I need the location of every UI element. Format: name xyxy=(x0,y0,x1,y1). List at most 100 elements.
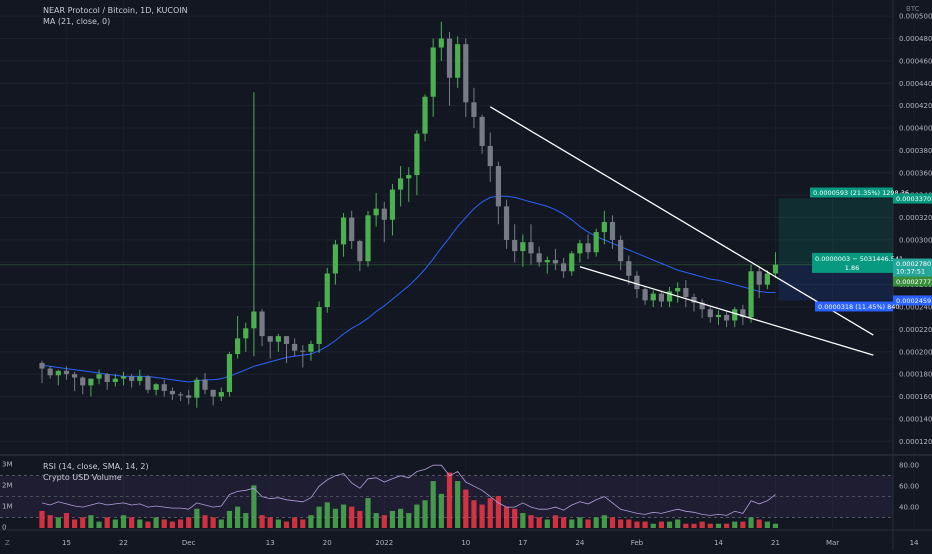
candle[interactable] xyxy=(455,36,461,88)
candle[interactable] xyxy=(389,183,396,236)
candle[interactable] xyxy=(675,282,681,303)
candle[interactable] xyxy=(634,271,640,299)
candle[interactable] xyxy=(528,224,534,265)
candle[interactable] xyxy=(235,315,241,359)
candle[interactable] xyxy=(724,311,730,328)
candle[interactable] xyxy=(177,392,184,402)
candle[interactable] xyxy=(292,338,298,357)
candle[interactable] xyxy=(381,201,387,243)
candle[interactable] xyxy=(186,389,192,405)
candle[interactable] xyxy=(72,371,78,391)
candle[interactable] xyxy=(357,239,363,272)
candle[interactable] xyxy=(577,239,583,263)
candle[interactable] xyxy=(398,166,404,207)
candle[interactable] xyxy=(373,192,379,227)
candle[interactable] xyxy=(740,304,746,325)
candle[interactable] xyxy=(349,210,355,249)
candle[interactable] xyxy=(536,246,542,267)
candle[interactable] xyxy=(552,248,559,271)
candle[interactable] xyxy=(520,234,526,267)
candle[interactable] xyxy=(332,239,338,285)
candle[interactable] xyxy=(120,371,127,386)
candle[interactable] xyxy=(438,21,444,61)
candle[interactable] xyxy=(169,387,175,400)
trendlines[interactable] xyxy=(489,106,874,356)
candle[interactable] xyxy=(153,383,159,396)
candle[interactable] xyxy=(63,366,70,380)
candle[interactable] xyxy=(55,369,61,386)
candle[interactable] xyxy=(80,376,86,395)
candle[interactable] xyxy=(137,369,143,386)
trendline-lower[interactable] xyxy=(579,266,874,356)
candle[interactable] xyxy=(683,280,689,308)
candle[interactable] xyxy=(259,309,265,347)
candle[interactable] xyxy=(161,379,167,397)
candle[interactable] xyxy=(650,290,656,308)
volume-legend[interactable]: Crypto USD Volume xyxy=(43,473,122,482)
candle[interactable] xyxy=(601,210,607,245)
candle[interactable] xyxy=(194,377,200,408)
candle[interactable] xyxy=(707,307,713,323)
candles[interactable] xyxy=(39,21,779,408)
volume-rsi-pane[interactable]: 3M 2M 1M 0 80.00 60.00 40.00 xyxy=(0,454,932,532)
candle[interactable] xyxy=(756,266,762,299)
candle[interactable] xyxy=(593,228,599,257)
candle[interactable] xyxy=(243,322,249,352)
candle[interactable] xyxy=(47,366,53,379)
candle[interactable] xyxy=(316,301,322,353)
candle[interactable] xyxy=(463,38,469,117)
candle[interactable] xyxy=(112,374,118,387)
candle[interactable] xyxy=(666,286,673,308)
candle[interactable] xyxy=(658,291,664,308)
candle[interactable] xyxy=(210,389,216,406)
candle[interactable] xyxy=(626,255,632,285)
candle[interactable] xyxy=(267,336,273,359)
candle[interactable] xyxy=(471,87,477,129)
candle[interactable] xyxy=(699,299,705,319)
candle[interactable] xyxy=(202,373,208,395)
candle[interactable] xyxy=(218,387,224,402)
candle[interactable] xyxy=(561,257,567,278)
candle[interactable] xyxy=(251,92,257,357)
trendline-upper[interactable] xyxy=(489,106,874,336)
timezone-icon[interactable]: Z xyxy=(5,539,10,547)
candle[interactable] xyxy=(569,251,575,276)
candle[interactable] xyxy=(88,378,94,397)
candle[interactable] xyxy=(585,234,591,259)
candle[interactable] xyxy=(691,293,697,312)
candle[interactable] xyxy=(275,333,281,352)
candle[interactable] xyxy=(226,351,233,397)
candle[interactable] xyxy=(772,252,779,278)
candle[interactable] xyxy=(609,215,616,249)
candle[interactable] xyxy=(324,267,330,313)
candle[interactable] xyxy=(104,373,110,390)
candle[interactable] xyxy=(340,213,347,257)
candle[interactable] xyxy=(406,167,412,202)
candle[interactable] xyxy=(446,31,453,106)
candle[interactable] xyxy=(715,310,722,325)
candle[interactable] xyxy=(96,369,102,385)
candle[interactable] xyxy=(308,340,314,361)
candle[interactable] xyxy=(283,336,290,363)
candle[interactable] xyxy=(487,132,493,182)
candle[interactable] xyxy=(495,161,501,225)
candle[interactable] xyxy=(422,94,428,142)
candle[interactable] xyxy=(732,307,738,328)
candle[interactable] xyxy=(145,375,151,394)
candle[interactable] xyxy=(544,256,550,274)
candle[interactable] xyxy=(414,130,420,196)
candle[interactable] xyxy=(503,199,510,249)
candle[interactable] xyxy=(512,224,518,263)
candle[interactable] xyxy=(39,360,45,384)
rsi-legend[interactable]: RSI (14, close, SMA, 14, 2) xyxy=(43,462,149,471)
time-axis[interactable]: 15 22 Dec 13 20 2022 10 17 24 Feb 14 21 Mar 14 xyxy=(0,529,932,547)
candle[interactable] xyxy=(365,210,371,267)
candle[interactable] xyxy=(618,235,624,271)
candle[interactable] xyxy=(129,374,135,388)
ma-legend[interactable]: MA (21, close, 0) xyxy=(43,17,111,26)
candle[interactable] xyxy=(764,270,770,290)
candle[interactable] xyxy=(748,264,754,323)
candle[interactable] xyxy=(430,38,436,117)
